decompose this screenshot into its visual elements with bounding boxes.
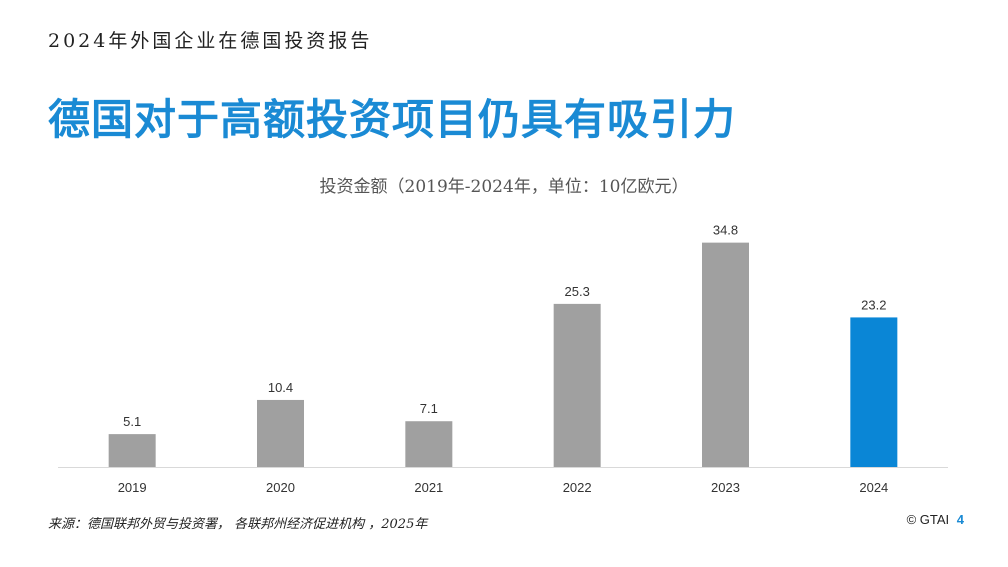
bar-2019 <box>108 434 156 467</box>
copyright-text: © GTAI <box>906 512 950 527</box>
bar-2022 <box>553 303 601 467</box>
bar-2024 <box>850 317 898 467</box>
data-label-2019: 5.1 <box>123 414 141 429</box>
bar-2020 <box>257 399 304 467</box>
data-label-2021: 7.1 <box>420 401 438 416</box>
slide-title: 德国对于高额投资项目仍具有吸引力 <box>48 95 737 144</box>
data-label-2024: 23.2 <box>861 297 886 312</box>
data-label-2023: 34.8 <box>713 223 738 238</box>
bar-2021 <box>405 421 453 467</box>
x-tick-label-2023: 2023 <box>711 480 740 495</box>
data-label-2020: 10.4 <box>268 380 293 395</box>
x-tick-label-2021: 2021 <box>414 480 443 495</box>
data-label-2022: 25.3 <box>565 284 590 299</box>
report-title: 2024年外国企业在德国投资报告 <box>48 30 373 52</box>
chart-title: 投资金额（2019年-2024年，单位：10亿欧元） <box>319 177 689 197</box>
x-tick-label-2024: 2024 <box>859 480 888 495</box>
x-tick-label-2022: 2022 <box>563 480 592 495</box>
x-tick-label-2019: 2019 <box>118 480 147 495</box>
x-tick-label-2020: 2020 <box>266 480 295 495</box>
footer-right: © GTAI 4 <box>907 512 964 527</box>
bar-2023 <box>702 242 749 467</box>
source-note: 来源：德国联邦外贸与投资署， 各联邦州经济促进机构 ，2025年 <box>48 517 428 532</box>
page-number: 4 <box>956 512 964 527</box>
